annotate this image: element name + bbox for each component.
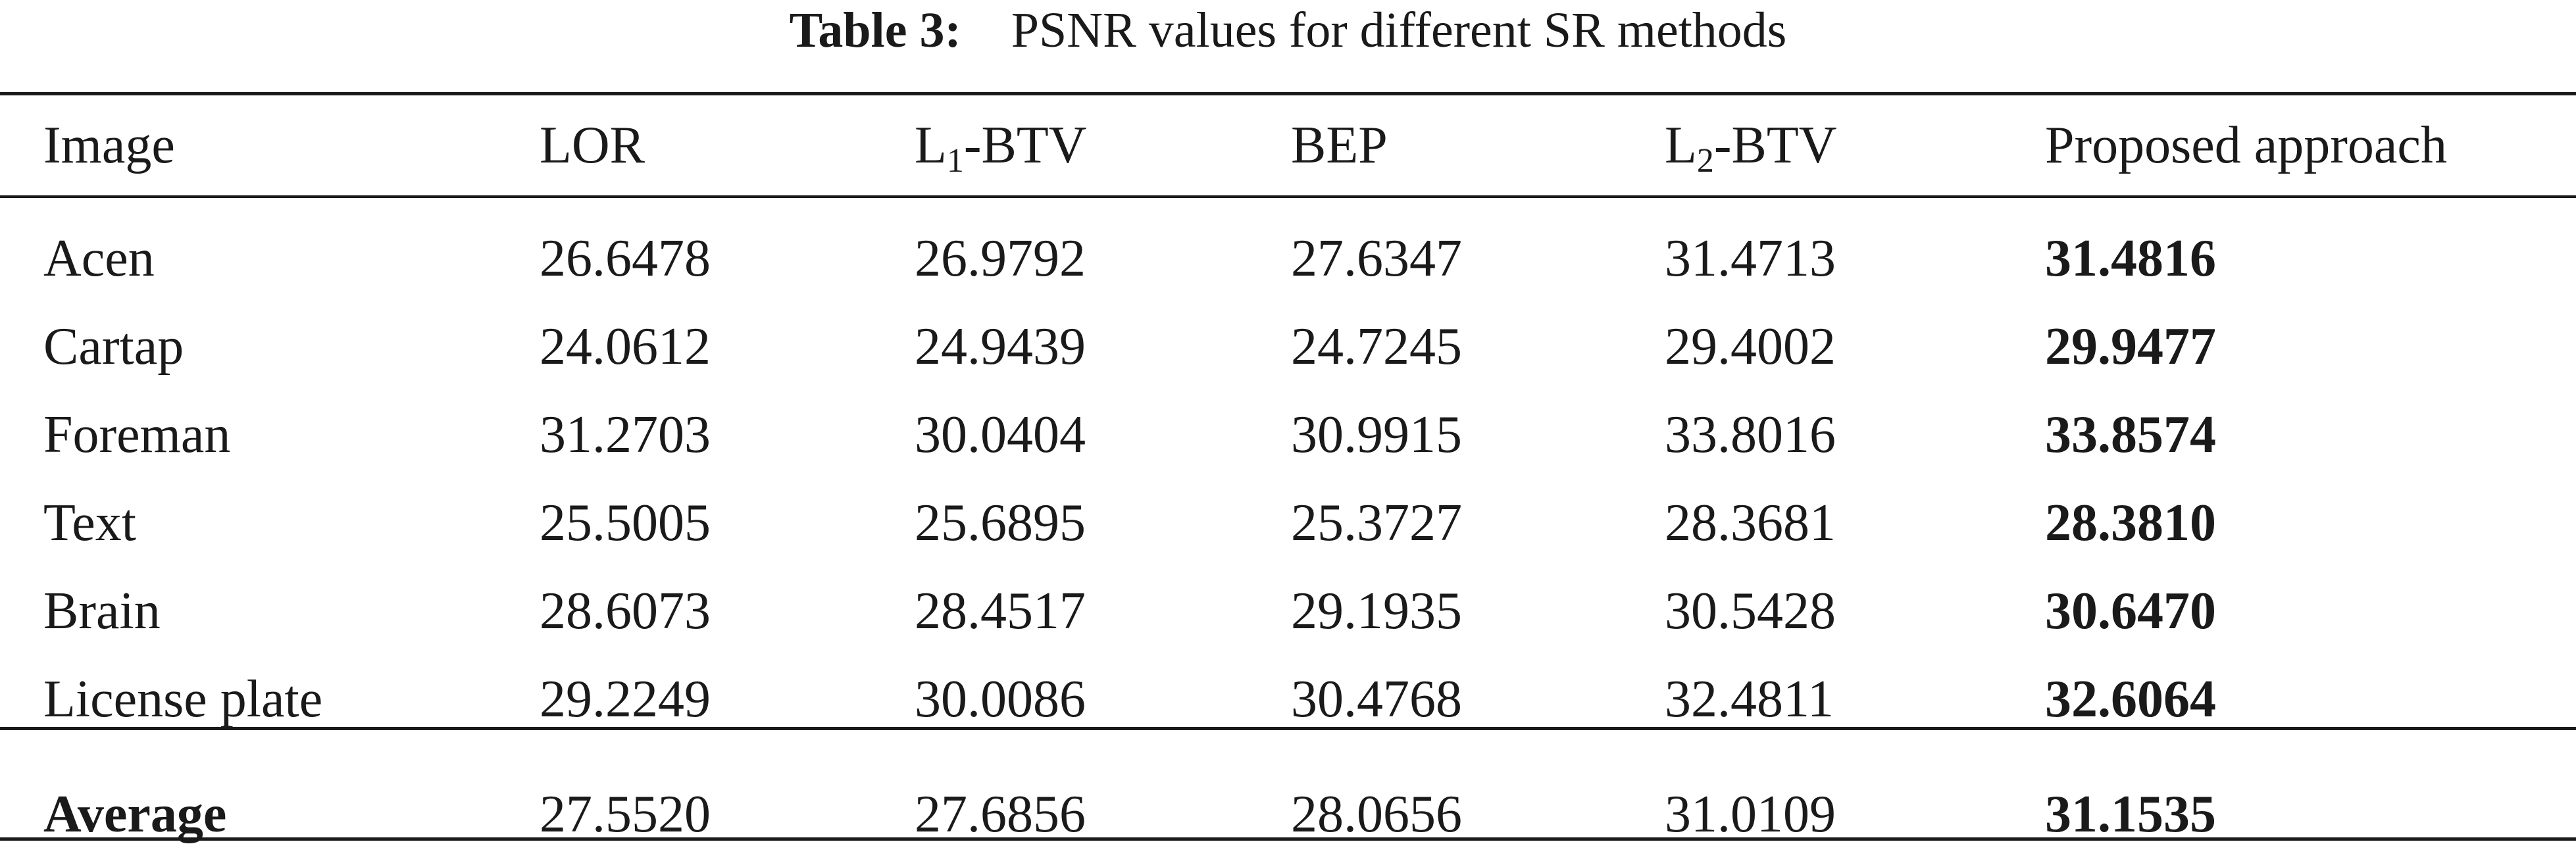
header-image: Image — [43, 116, 175, 174]
header-l2-btv: L2-BTV — [1665, 95, 2045, 196]
table-row: Text 25.5005 25.6895 25.3727 28.3681 28.… — [0, 479, 2576, 567]
table-row: License plate 29.2249 30.0086 30.4768 32… — [0, 655, 2576, 743]
table-row: Brain 28.6073 28.4517 29.1935 30.5428 30… — [0, 567, 2576, 655]
average-bep: 28.0656 — [1291, 785, 1462, 843]
cell-lor: 31.2703 — [540, 405, 711, 464]
cell-l2-btv: 30.5428 — [1665, 582, 1836, 640]
header-l1-btv: L1-BTV — [915, 95, 1291, 196]
table-row: Acen 26.6478 26.9792 27.6347 31.4713 31.… — [0, 214, 2576, 303]
cell-l1-btv: 28.4517 — [915, 582, 1086, 640]
cell-l2-btv: 31.4713 — [1665, 229, 1836, 287]
cell-proposed: 33.8574 — [2045, 405, 2216, 464]
header-l2-btv-prefix: L — [1665, 116, 1697, 174]
header-row: Image LOR L1-BTV BEP L2-BTV Proposed app… — [0, 95, 2576, 196]
header-bep: BEP — [1291, 116, 1388, 174]
cell-bep: 30.4768 — [1291, 670, 1462, 728]
average-lor: 27.5520 — [540, 785, 711, 843]
cell-l2-btv: 33.8016 — [1665, 405, 1836, 464]
cell-lor: 25.5005 — [540, 493, 711, 552]
header-l1-btv-prefix: L — [915, 116, 947, 174]
cell-l2-btv: 29.4002 — [1665, 317, 1836, 376]
average-label: Average — [43, 785, 227, 843]
cell-l1-btv: 25.6895 — [915, 493, 1086, 552]
caption-spacer-row — [0, 0, 2576, 95]
header-l1-btv-sub: 1 — [946, 141, 964, 180]
cell-image: Brain — [43, 582, 161, 640]
cell-lor: 28.6073 — [540, 582, 711, 640]
average-separator-rule — [0, 727, 2576, 730]
cell-image: Cartap — [43, 317, 184, 376]
cell-lor: 29.2249 — [540, 670, 711, 728]
cell-bep: 27.6347 — [1291, 229, 1462, 287]
cell-l2-btv: 28.3681 — [1665, 493, 1836, 552]
table-caption: Table 3: PSNR values for different SR me… — [0, 1, 2576, 59]
header-lor: LOR — [540, 116, 645, 174]
caption-label: Table 3: — [789, 3, 961, 58]
average-l2-btv: 31.0109 — [1665, 785, 1836, 843]
cell-bep: 25.3727 — [1291, 493, 1462, 552]
cell-lor: 26.6478 — [540, 229, 711, 287]
cell-l1-btv: 24.9439 — [915, 317, 1086, 376]
table-row: Cartap 24.0612 24.9439 24.7245 29.4002 2… — [0, 303, 2576, 391]
header-l1-btv-suffix: -BTV — [963, 116, 1087, 174]
cell-proposed: 32.6064 — [2045, 670, 2216, 728]
cell-lor: 24.0612 — [540, 317, 711, 376]
cell-proposed: 30.6470 — [2045, 582, 2216, 640]
cell-proposed: 31.4816 — [2045, 229, 2216, 287]
average-row: Average 27.5520 27.6856 28.0656 31.0109 … — [0, 762, 2576, 867]
cell-image: License plate — [43, 670, 323, 728]
header-proposed: Proposed approach — [2045, 116, 2447, 174]
average-l1-btv: 27.6856 — [915, 785, 1086, 843]
cell-bep: 29.1935 — [1291, 582, 1462, 640]
header-l2-btv-sub: 2 — [1696, 141, 1714, 180]
cell-l1-btv: 30.0404 — [915, 405, 1086, 464]
bottom-rule — [0, 837, 2576, 841]
header-rule — [0, 195, 2576, 198]
cell-proposed: 29.9477 — [2045, 317, 2216, 376]
cell-image: Acen — [43, 229, 155, 287]
average-gap-row — [0, 743, 2576, 762]
header-l2-btv-suffix: -BTV — [1713, 116, 1837, 174]
table-row: Foreman 31.2703 30.0404 30.9915 33.8016 … — [0, 391, 2576, 479]
caption-text: PSNR values for different SR methods — [1011, 3, 1787, 58]
average-proposed: 31.1535 — [2045, 785, 2216, 843]
cell-l1-btv: 26.9792 — [915, 229, 1086, 287]
cell-image: Foreman — [43, 405, 231, 464]
cell-bep: 24.7245 — [1291, 317, 1462, 376]
cell-proposed: 28.3810 — [2045, 493, 2216, 552]
header-gap-row — [0, 196, 2576, 214]
cell-l1-btv: 30.0086 — [915, 670, 1086, 728]
cell-bep: 30.9915 — [1291, 405, 1462, 464]
top-rule — [0, 92, 2576, 95]
cell-image: Text — [43, 493, 137, 552]
cell-l2-btv: 32.4811 — [1665, 670, 1834, 728]
